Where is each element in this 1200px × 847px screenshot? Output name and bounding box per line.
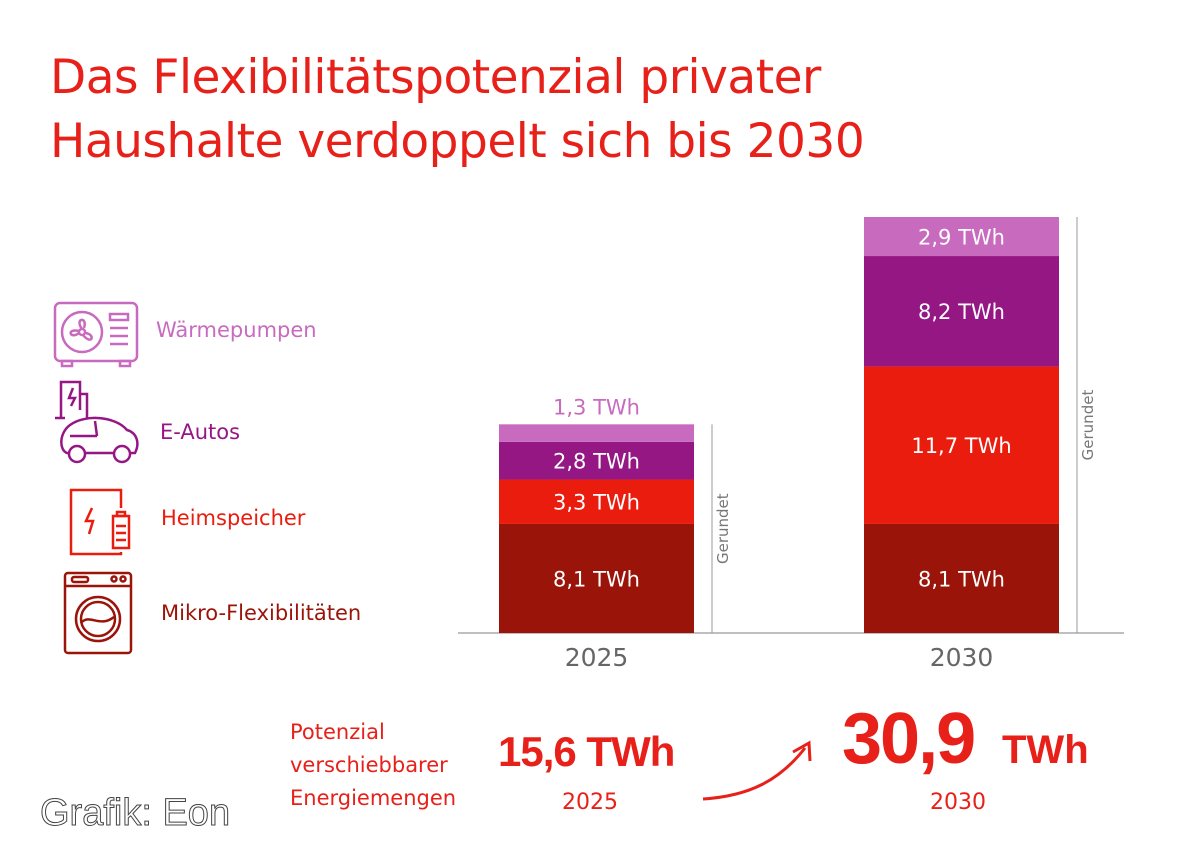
total-2025-year: 2025 xyxy=(562,790,618,815)
bar-segment xyxy=(864,256,1059,367)
total-2025: 15,6 TWh xyxy=(498,728,675,775)
electric-car-icon xyxy=(55,380,139,464)
total-2030-number: 30,9 xyxy=(842,699,976,779)
total-2030-unit: TWh xyxy=(1002,728,1089,772)
data-label: 8,2 TWh xyxy=(918,300,1005,324)
data-label: 2,9 TWh xyxy=(918,226,1005,250)
data-label: 8,1 TWh xyxy=(918,567,1005,591)
washing-machine-icon xyxy=(63,571,133,655)
legend-label-heimspeicher: Heimspeicher xyxy=(161,506,306,530)
legend-label-waermepumpen: Wärmepumpen xyxy=(156,318,317,342)
home-battery-icon xyxy=(69,488,131,556)
bar-segment xyxy=(864,523,1059,633)
bar-segment xyxy=(499,479,694,524)
bar-segment xyxy=(864,366,1059,524)
legend-label-e-autos: E-Autos xyxy=(160,420,241,444)
page-title: Das Flexibilitätspotenzial privater Haus… xyxy=(50,46,865,174)
bar-segment xyxy=(499,523,694,633)
summary-label-line: verschiebbarer xyxy=(290,753,448,777)
data-label: 11,7 TWh xyxy=(911,434,1011,458)
summary-label-line: Energiemengen xyxy=(290,786,457,810)
title-line-2: Haushalte verdoppelt sich bis 2030 xyxy=(50,114,865,169)
legend-label-mikro: Mikro-Flexibilitäten xyxy=(161,601,362,625)
x-tick-label: 2030 xyxy=(930,643,994,672)
summary-label-line: Potenzial xyxy=(290,720,385,744)
bar-segment xyxy=(864,217,1059,257)
rounding-note: Gerundet xyxy=(1079,390,1097,461)
bar-segment xyxy=(499,424,694,442)
data-label: 8,1 TWh xyxy=(553,567,640,591)
data-label: 1,3 TWh xyxy=(553,395,640,419)
data-label: 2,8 TWh xyxy=(553,450,640,474)
total-2030-year: 2030 xyxy=(930,790,986,815)
data-label: 3,3 TWh xyxy=(553,491,640,515)
heat-pump-icon xyxy=(53,301,139,368)
summary-label: Potenzial verschiebbarer Energiemengen xyxy=(290,716,456,815)
title-line-1: Das Flexibilitätspotenzial privater xyxy=(50,50,821,105)
x-tick-label: 2025 xyxy=(565,643,629,672)
rounding-note: Gerundet xyxy=(714,493,732,564)
bar-segment xyxy=(499,441,694,480)
credit-watermark: Grafik: Eon xyxy=(39,792,231,835)
